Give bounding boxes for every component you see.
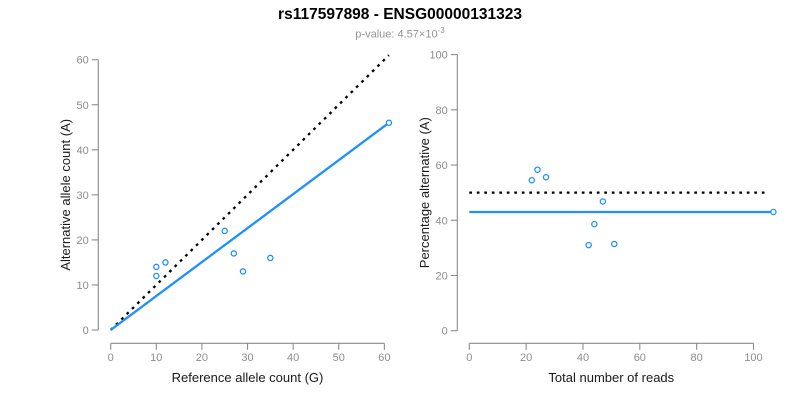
x-tick-label: 0	[108, 352, 114, 364]
data-point	[153, 272, 160, 280]
data-point	[534, 166, 541, 173]
y-tick-label: 40	[77, 145, 89, 157]
data-point	[610, 240, 618, 248]
data-point	[528, 176, 536, 184]
p-value-text: p-value: 4.57×10	[355, 28, 438, 41]
y-tick-label: 40	[436, 215, 448, 227]
x-tick-label: 0	[466, 352, 472, 364]
data-point	[599, 198, 607, 205]
x-tick-label: 100	[744, 352, 762, 364]
identity-line	[109, 54, 390, 331]
y-tick-label: 0	[442, 326, 448, 338]
y-tick-label: 80	[436, 105, 448, 117]
y-tick-label: 20	[77, 235, 89, 247]
y-tick-label: 10	[77, 280, 89, 292]
x-tick-label: 30	[241, 352, 253, 364]
x-axis-title: Total number of reads	[548, 370, 674, 385]
x-tick-label: 60	[634, 352, 646, 364]
y-tick-label: 30	[77, 190, 89, 202]
x-tick-label: 60	[378, 352, 390, 364]
data-point	[585, 241, 592, 249]
data-point	[239, 268, 247, 275]
x-tick-label: 40	[287, 352, 299, 364]
y-tick-label: 100	[429, 50, 447, 62]
y-axis-title: Alternative allele count (A)	[58, 119, 73, 271]
x-tick-label: 20	[196, 352, 208, 364]
data-point	[162, 259, 169, 266]
plot-subtitle: p-value: 4.57×10-3	[0, 26, 800, 41]
data-point	[542, 173, 550, 181]
data-point	[591, 220, 598, 228]
x-tick-label: 10	[150, 352, 162, 364]
x-tick-label: 80	[691, 352, 703, 364]
x-tick-label: 50	[333, 352, 345, 364]
y-tick-label: 50	[77, 100, 89, 112]
data-point	[385, 119, 393, 127]
y-tick-label: 20	[436, 270, 448, 282]
y-axis-title: Percentage alternative (A)	[417, 117, 432, 268]
p-value-exponent: -3	[437, 26, 445, 35]
x-axis-title: Reference allele count (G)	[172, 370, 324, 385]
plot-title: rs117597898 - ENSG00000131323	[278, 6, 522, 23]
fit-line	[110, 121, 390, 331]
data-point	[221, 227, 228, 235]
y-tick-label: 0	[83, 325, 89, 337]
data-point	[230, 250, 238, 257]
data-point	[770, 208, 777, 216]
data-point	[267, 254, 274, 262]
data-point	[153, 263, 160, 271]
x-tick-label: 20	[520, 352, 532, 364]
x-tick-label: 40	[577, 352, 589, 364]
y-tick-label: 60	[436, 160, 448, 172]
y-tick-label: 60	[77, 55, 89, 67]
